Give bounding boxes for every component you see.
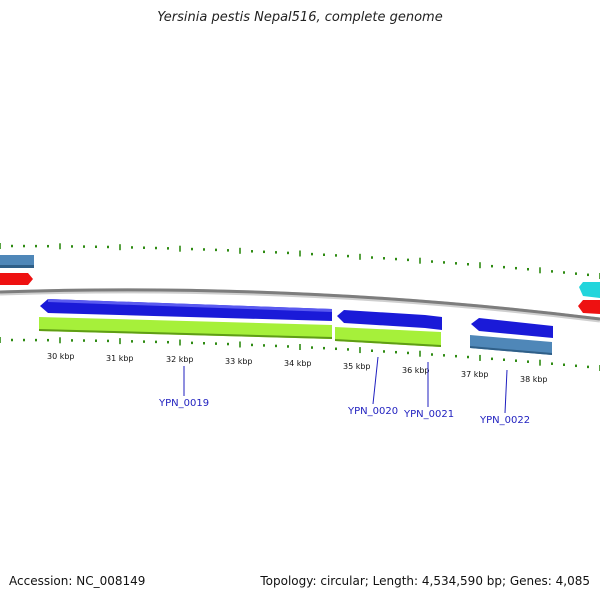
gene-ypn-0022-track[interactable] <box>470 335 552 355</box>
gene-label-ypn-0019[interactable]: YPN_0019 <box>158 398 209 409</box>
scale-labels: 30 kbp 31 kbp 32 kbp 33 kbp 34 kbp 35 kb… <box>47 352 548 384</box>
scale-label: 33 kbp <box>225 357 253 366</box>
accession-label: Accession: NC_008149 <box>9 574 146 588</box>
scale-label: 36 kbp <box>402 366 430 375</box>
cds-ypn-0019[interactable] <box>40 299 332 321</box>
cds-ypn-0020[interactable] <box>337 310 425 328</box>
scale-label: 31 kbp <box>106 354 134 363</box>
genome-backbone <box>0 288 600 321</box>
cds-ypn-0021[interactable] <box>425 315 442 330</box>
scale-label: 38 kbp <box>520 375 548 384</box>
left-reverse-gene[interactable] <box>0 255 34 268</box>
right-red-feature[interactable] <box>578 300 600 314</box>
gene-label-ypn-0020[interactable]: YPN_0020 <box>347 406 398 417</box>
scale-label: 32 kbp <box>166 355 194 364</box>
scale-label: 30 kbp <box>47 352 75 361</box>
gene-ypn-0019-track[interactable] <box>39 317 332 339</box>
outer-tick-ring <box>0 243 600 279</box>
scale-label: 34 kbp <box>284 359 312 368</box>
cds-ypn-0022[interactable] <box>471 318 553 338</box>
cds-ypn-0019-highlight <box>48 299 332 312</box>
gene-label-ypn-0021[interactable]: YPN_0021 <box>403 409 454 420</box>
scale-label: 37 kbp <box>461 370 489 379</box>
gene-ypn-0019-shade <box>39 329 332 339</box>
genome-summary: Topology: circular; Length: 4,534,590 bp… <box>260 574 590 588</box>
gene-label-ypn-0022[interactable]: YPN_0022 <box>479 415 530 426</box>
scale-label: 35 kbp <box>343 362 371 371</box>
left-reverse-gene-shade <box>0 265 34 268</box>
gene-ypn-0020-shade <box>335 339 441 347</box>
left-red-feature[interactable] <box>0 273 33 285</box>
gene-label-leaders <box>183 356 508 414</box>
right-cyan-feature[interactable] <box>579 282 600 298</box>
inner-tick-ring <box>0 337 600 371</box>
map-title: Yersinia pestis Nepal516, complete genom… <box>157 10 443 25</box>
gene-ypn-0022-shade <box>470 346 552 355</box>
